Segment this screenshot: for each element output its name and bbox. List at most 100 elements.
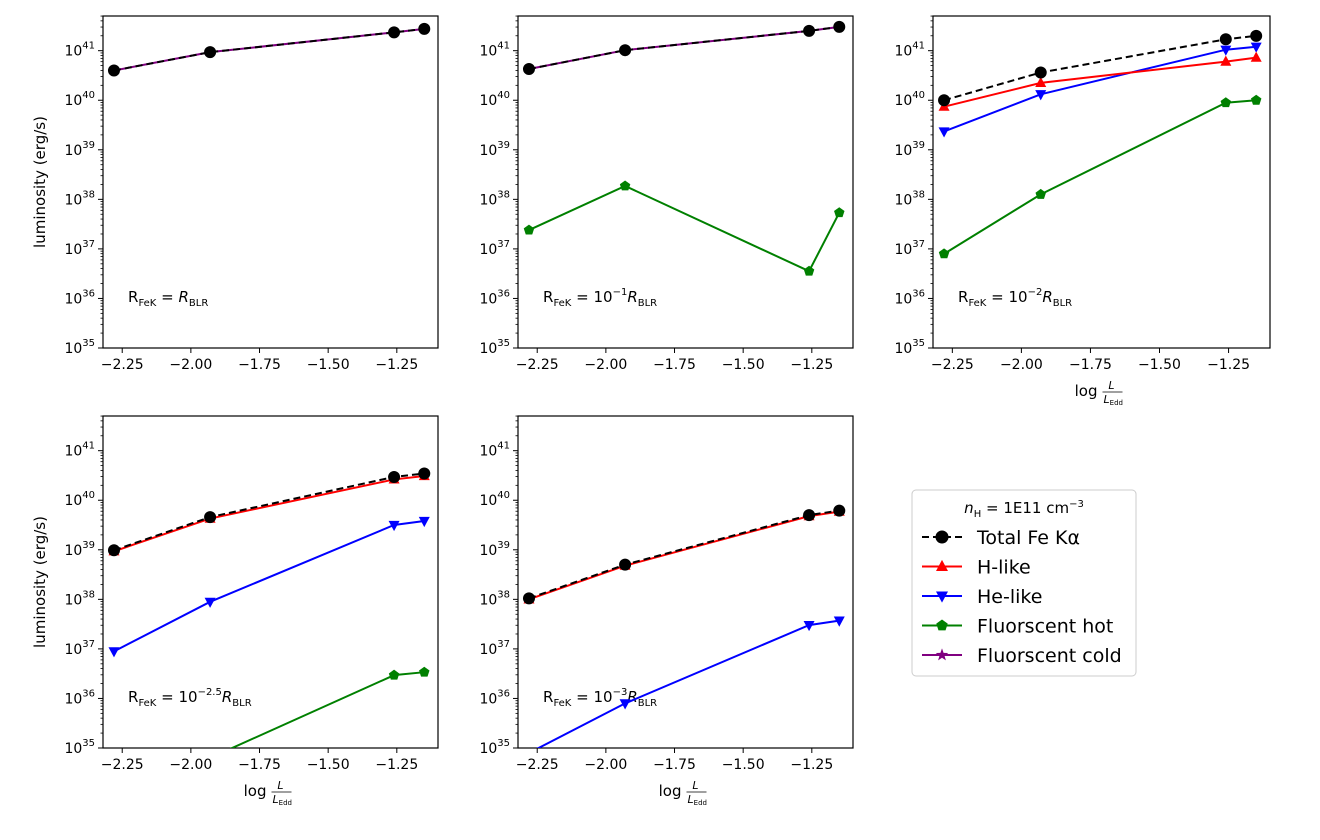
x-tick-label: −1.50	[722, 357, 765, 373]
data-point-fluor_hot	[619, 180, 631, 191]
series-line-total	[528, 509, 840, 600]
data-point-he_like	[938, 127, 950, 138]
data-point-h_like	[1035, 76, 1047, 88]
y-tick-label: 1036	[64, 688, 95, 707]
legend-entry-fluor_cold: Fluorscent cold	[922, 645, 1122, 667]
data-point-total	[204, 46, 217, 59]
x-tick-label: −1.75	[653, 757, 696, 773]
legend-title: nH = 1E11 cm−3	[964, 499, 1084, 520]
subplot-5: −2.25 −2.00 −1.75 −1.50 −1.25 1035 1036 1037 103…	[479, 415, 854, 807]
data-point-total	[1034, 66, 1047, 79]
data-point-fluor_hot	[523, 224, 535, 235]
data-point-total	[107, 64, 120, 77]
x-tick-label: −2.25	[101, 357, 144, 373]
subplot-2: −2.25 −2.00 −1.75 −1.50 −1.25 1035 1036 1037 103…	[479, 15, 854, 373]
y-tick-label: 1035	[479, 738, 510, 757]
data-point-fluor_hot	[388, 669, 400, 680]
x-tick-label: −2.00	[584, 357, 627, 373]
legend-label: Fluorscent cold	[977, 645, 1122, 667]
y-tick-label: 1035	[64, 738, 95, 757]
series-line-h_like	[943, 56, 1257, 108]
data-point-total	[619, 44, 632, 57]
data-point-he_like	[619, 699, 631, 710]
plot-frame	[102, 15, 439, 349]
x-tick-label: −1.50	[1138, 357, 1181, 373]
legend-label: He-like	[977, 586, 1042, 608]
data-point-fluor_hot	[834, 207, 845, 218]
series-line-he_like	[943, 45, 1257, 133]
legend-label: Total Fe Kα	[976, 527, 1080, 549]
legend-marker	[936, 591, 948, 603]
series-line-total	[113, 472, 425, 552]
data-point-fluor_hot	[1220, 97, 1232, 108]
legend-label: H-like	[977, 557, 1031, 579]
y-tick-label: 1036	[479, 688, 510, 707]
plot-frame	[517, 415, 854, 749]
y-tick-label: 1037	[479, 639, 510, 658]
y-tick-label: 1039	[894, 140, 925, 159]
data-point-he_like	[388, 520, 400, 532]
data-point-total	[803, 24, 816, 37]
y-tick-label: 1040	[479, 90, 510, 109]
series-line-he_like	[536, 619, 840, 748]
y-tick-label: 1038	[64, 589, 95, 608]
data-point-total	[388, 470, 401, 483]
y-tick-label: 1041	[479, 41, 510, 60]
series-line-total	[943, 34, 1257, 102]
panel-annotation: RFeK = 10−2RBLR	[958, 287, 1072, 309]
subplot-3: −2.25 −2.00 −1.75 −1.50 −1.25 1035 1036 1037 103…	[894, 15, 1271, 407]
y-tick-label: 1035	[64, 338, 95, 357]
data-point-total	[833, 504, 846, 517]
x-tick-label: −1.25	[1207, 357, 1250, 373]
plot-frame	[932, 15, 1271, 349]
legend-marker	[936, 559, 948, 571]
data-point-he_like	[803, 620, 815, 632]
data-point-total	[418, 22, 431, 35]
legend-entry-total: Total Fe Kα	[922, 527, 1080, 549]
y-tick-label: 1039	[64, 140, 95, 159]
data-point-he_like	[418, 516, 430, 528]
data-point-total	[522, 63, 535, 76]
x-tick-label: −1.75	[238, 757, 281, 773]
data-point-he_like	[833, 616, 845, 627]
y-tick-label: 1040	[894, 90, 925, 109]
data-point-total	[204, 511, 217, 524]
x-tick-label: −2.25	[931, 357, 974, 373]
x-tick-label: −2.00	[169, 357, 212, 373]
x-tick-label: −2.25	[101, 757, 144, 773]
data-point-total	[107, 544, 120, 557]
x-tick-label: −1.25	[790, 757, 833, 773]
x-axis-label-log: log	[659, 782, 682, 800]
x-axis-label-num: L	[1108, 379, 1114, 392]
y-tick-label: 1039	[64, 540, 95, 559]
y-axis-label: luminosity (erg/s)	[31, 516, 49, 648]
y-axis-label: luminosity (erg/s)	[31, 116, 49, 248]
y-tick-label: 1041	[894, 41, 925, 60]
x-tick-label: −1.25	[790, 357, 833, 373]
y-tick-label: 1037	[64, 239, 95, 258]
x-tick-label: −2.00	[584, 757, 627, 773]
y-tick-label: 1035	[894, 338, 925, 357]
legend-marker	[936, 619, 948, 631]
panel-annotation: RFeK = 10−1RBLR	[543, 287, 657, 309]
data-point-total	[522, 592, 535, 605]
y-tick-label: 1036	[64, 288, 95, 307]
x-tick-label: −2.25	[516, 757, 559, 773]
data-point-fluor_hot	[938, 248, 950, 259]
x-tick-label: −2.00	[169, 757, 212, 773]
data-point-he_like	[1220, 45, 1232, 56]
y-tick-label: 1041	[64, 41, 95, 60]
x-tick-label: −1.25	[375, 357, 418, 373]
data-point-fluor_hot	[1250, 94, 1262, 105]
data-point-total	[833, 20, 846, 33]
y-tick-label: 1036	[479, 288, 510, 307]
series-group	[522, 504, 846, 748]
series-group	[107, 22, 431, 77]
y-tick-label: 1038	[894, 189, 925, 208]
data-point-fluor_hot	[109, 782, 119, 792]
y-tick-label: 1037	[894, 239, 925, 258]
x-tick-label: −1.25	[375, 757, 418, 773]
data-point-total	[619, 558, 632, 571]
